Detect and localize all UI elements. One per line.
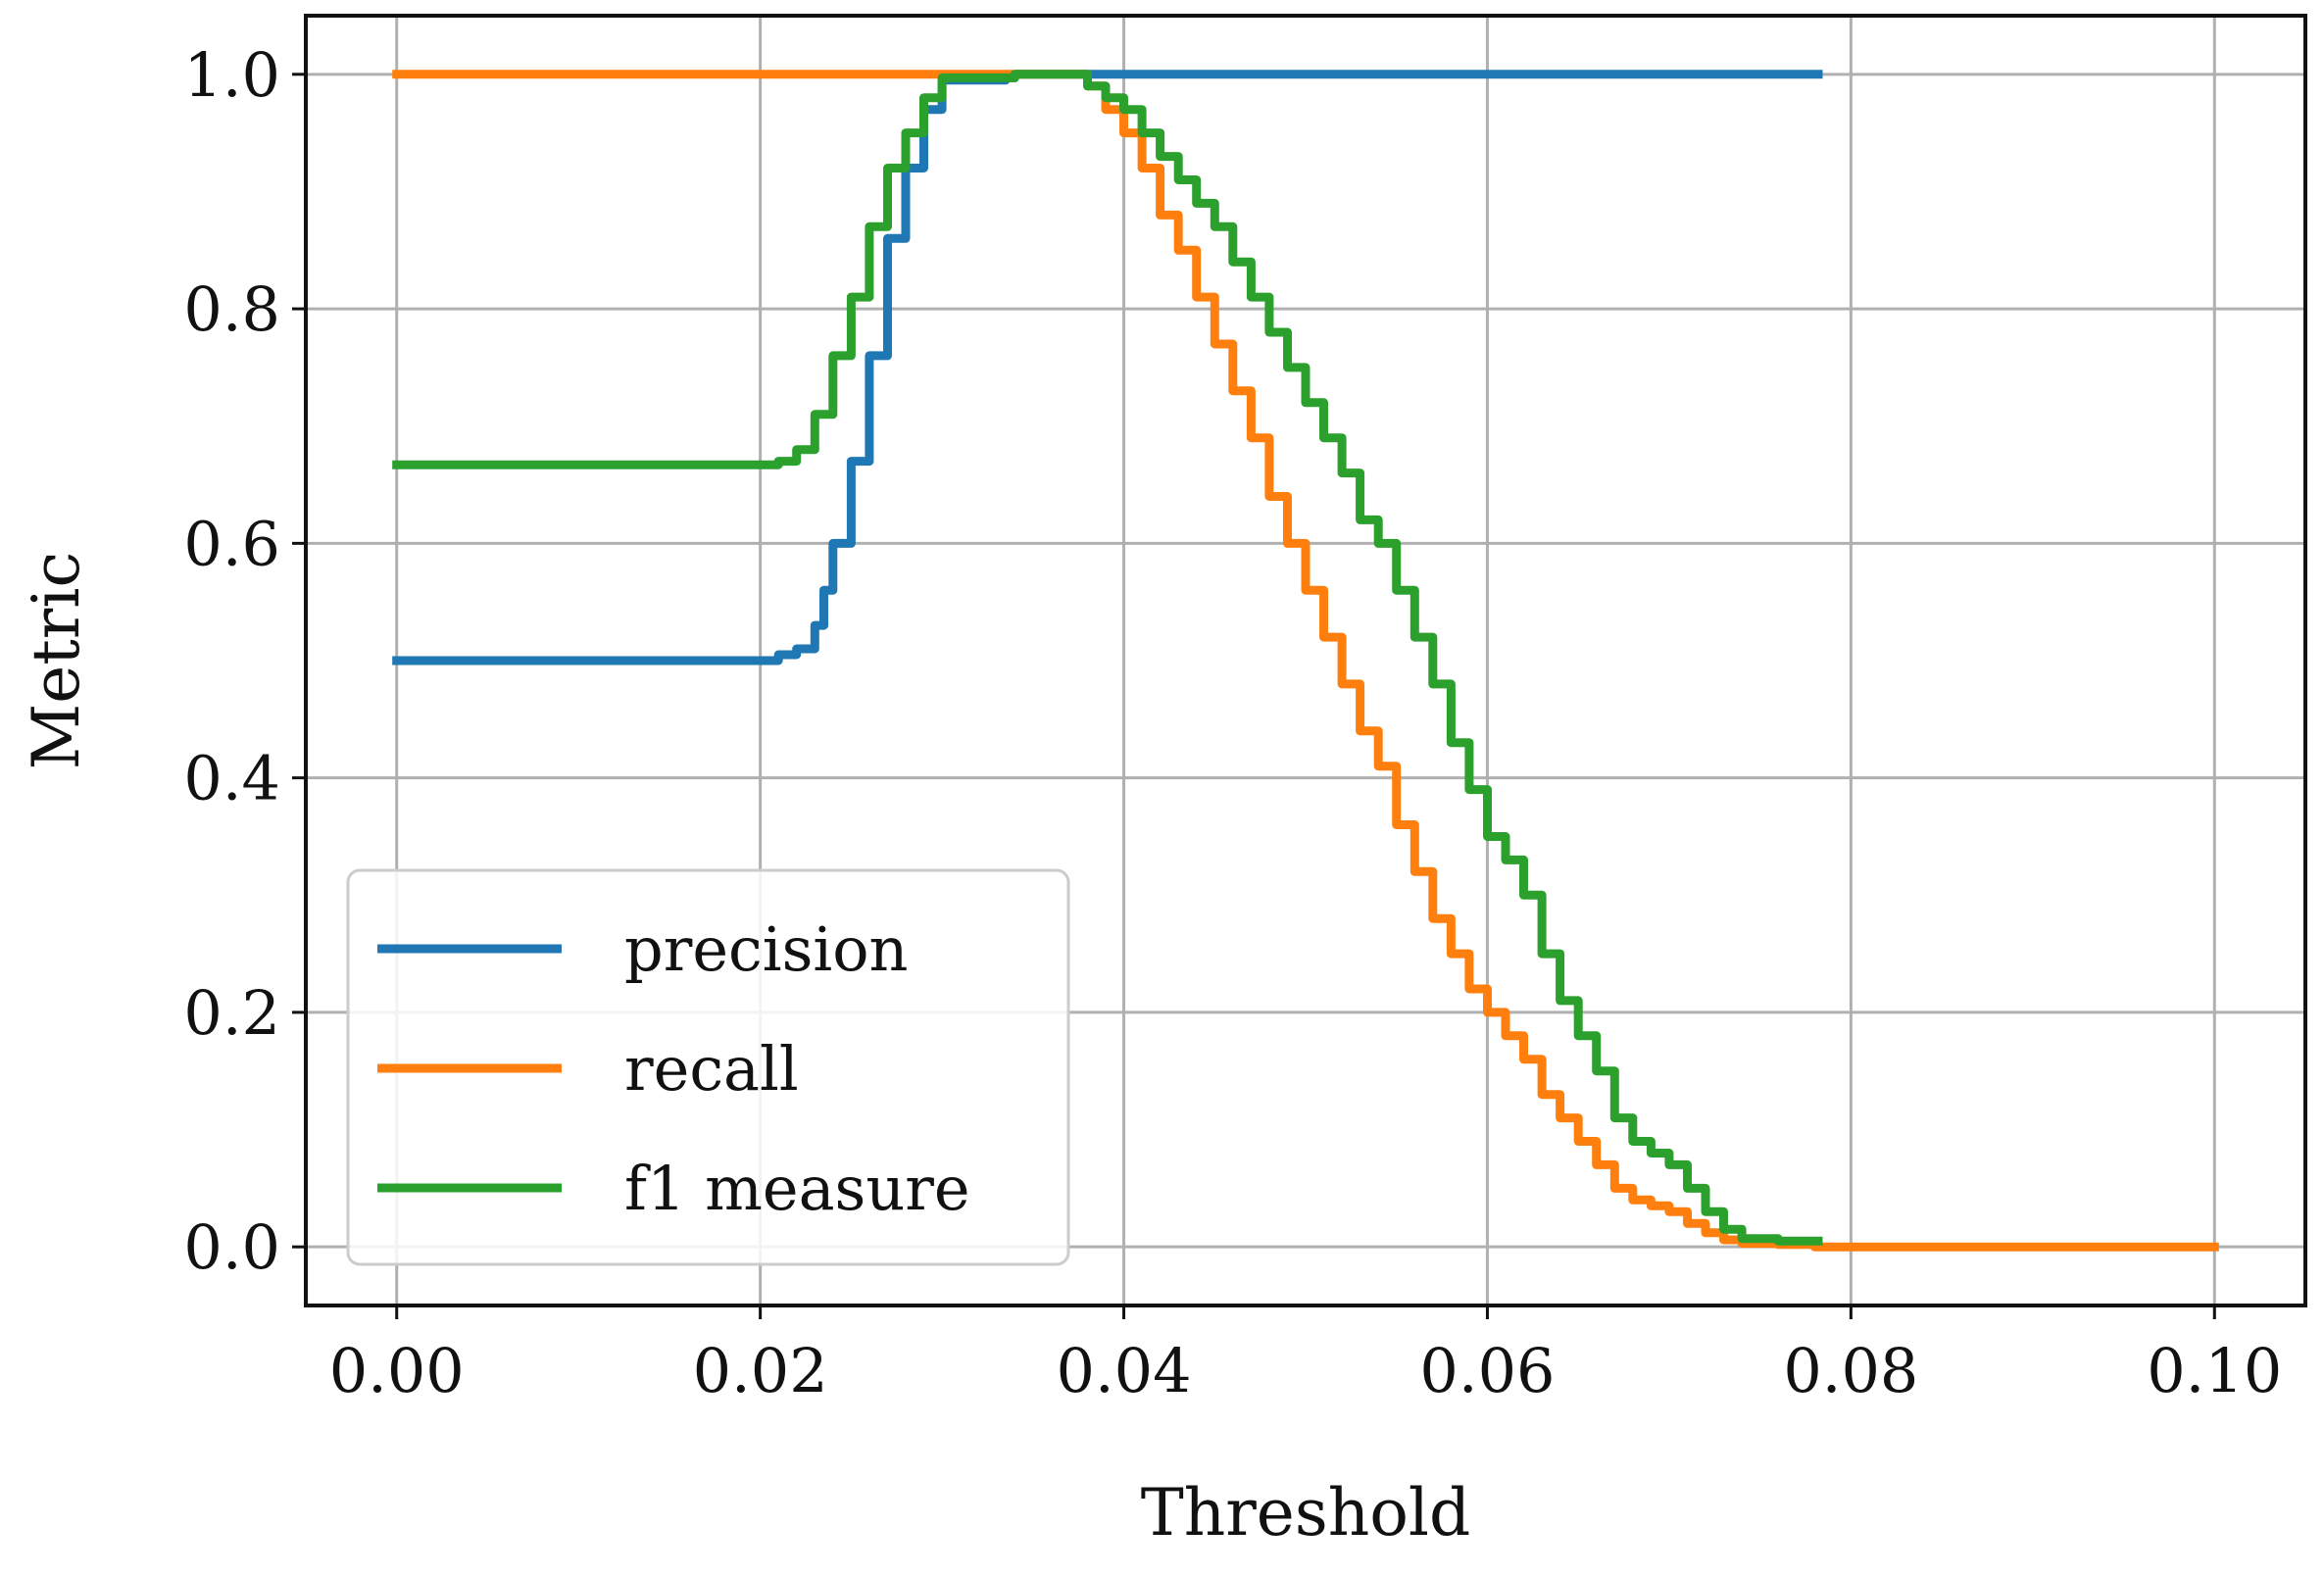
y-tick-label: 0.2 [183, 977, 280, 1049]
x-tick-label: 0.04 [1057, 1335, 1192, 1406]
x-axis-label: Threshold [1141, 1475, 1471, 1551]
x-tick-label: 0.00 [329, 1335, 465, 1406]
legend-label-recall: recall [624, 1033, 799, 1105]
y-tick-label: 0.4 [183, 743, 280, 814]
legend: precision recall f1 measure [346, 868, 1070, 1266]
x-tick-label: 0.02 [693, 1335, 828, 1406]
series-group [392, 70, 2219, 1252]
y-tick-label: 0.8 [183, 273, 280, 345]
y-tick-label: 0.6 [183, 508, 280, 579]
legend-label-precision: precision [624, 913, 908, 985]
x-tick-label: 0.10 [2147, 1335, 2282, 1406]
legend-box [346, 868, 1070, 1266]
ticks: 0.00 0.02 0.04 0.06 0.08 0.10 0.0 0.2 0.4 0.6 0.8 1… [183, 39, 2282, 1406]
y-tick-label: 1.0 [183, 39, 280, 111]
x-tick-label: 0.06 [1419, 1335, 1555, 1406]
series-line-f1-measure [392, 70, 1823, 1246]
legend-label-f1-measure: f1 measure [624, 1153, 970, 1224]
plot-frame [304, 14, 2307, 1307]
x-tick-label: 0.08 [1783, 1335, 1918, 1406]
y-tick-label: 0.0 [183, 1211, 280, 1283]
y-axis-label: Metric [19, 552, 94, 770]
series-line-recall [392, 70, 2219, 1252]
